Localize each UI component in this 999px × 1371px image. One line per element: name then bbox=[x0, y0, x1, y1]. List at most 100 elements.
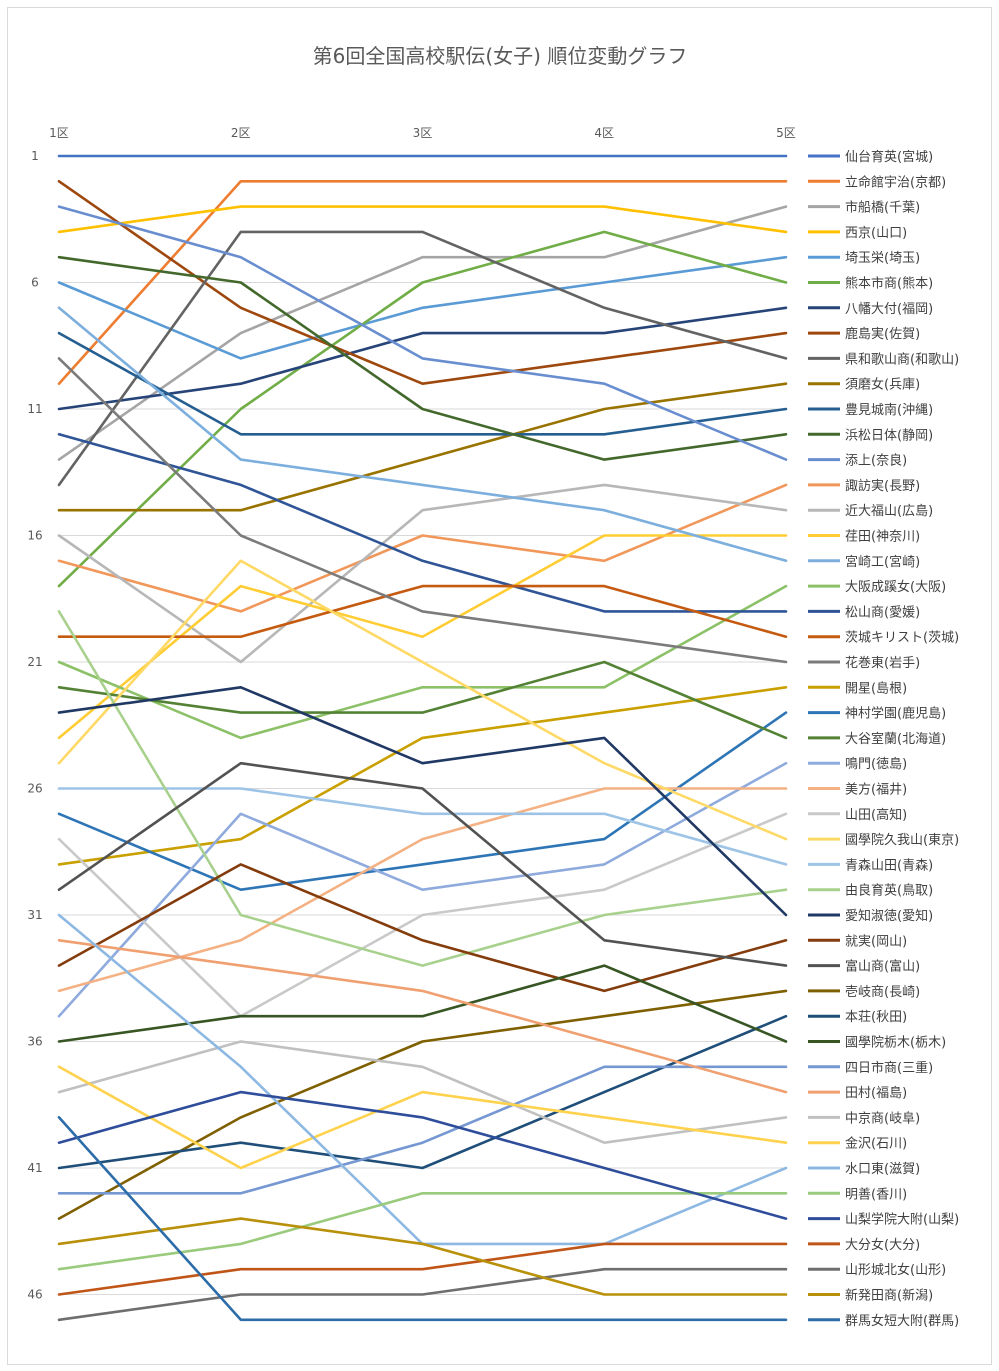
legend-item: 須磨女(兵庫) bbox=[808, 377, 920, 393]
legend-item: 立命館宇治(京都) bbox=[808, 174, 946, 190]
series-line bbox=[57, 610, 788, 967]
x-axis-ticks: 1区 2区 3区 4区 5区 bbox=[49, 126, 796, 140]
chart-title: 第6回全国高校駅伝(女子) 順位変動グラフ bbox=[313, 44, 688, 68]
legend-label: 明善(香川) bbox=[845, 1186, 907, 1202]
series-line bbox=[57, 205, 788, 461]
series-line bbox=[57, 761, 788, 967]
legend-label: 中京商(岐阜) bbox=[845, 1110, 920, 1126]
series-line bbox=[57, 306, 788, 563]
series-line bbox=[57, 584, 788, 639]
y-tick-label: 6 bbox=[31, 276, 39, 290]
legend-item: 鹿島実(佐賀) bbox=[808, 326, 920, 342]
legend-item: 青森山田(青森) bbox=[808, 858, 933, 873]
legend-label: 神村学園(鹿児島) bbox=[845, 706, 946, 722]
series-line bbox=[57, 255, 788, 360]
legend-item: 神村学園(鹿児島) bbox=[808, 706, 946, 722]
series-line bbox=[57, 1116, 788, 1322]
series-line bbox=[57, 255, 788, 461]
legend-item: 愛知淑徳(愛知) bbox=[808, 908, 933, 924]
series-line bbox=[57, 205, 788, 461]
y-tick-label: 21 bbox=[27, 655, 42, 669]
legend-label: 開星(島根) bbox=[845, 681, 907, 696]
series-line bbox=[57, 331, 788, 436]
x-tick-label: 1区 bbox=[49, 126, 69, 140]
legend-label: 就実(岡山) bbox=[845, 933, 907, 949]
legend-label: 鹿島実(佐賀) bbox=[845, 326, 920, 342]
legend-item: 中京商(岐阜) bbox=[808, 1110, 920, 1126]
legend-item: 壱岐商(長崎) bbox=[808, 985, 920, 1000]
series-line bbox=[57, 180, 788, 386]
legend-label: 國學院久我山(東京) bbox=[845, 832, 959, 848]
legend-item: 県和歌山商(和歌山) bbox=[808, 352, 959, 367]
legend-item: 國學院栃木(栃木) bbox=[808, 1036, 946, 1051]
series-line bbox=[57, 685, 788, 917]
legend-item: 金沢(石川) bbox=[808, 1136, 907, 1152]
series-line bbox=[57, 1267, 788, 1322]
series-line bbox=[57, 1065, 788, 1170]
legend-item: 美方(福井) bbox=[808, 782, 907, 798]
legend-item: 山形城北女(山形) bbox=[808, 1262, 946, 1278]
legend-item: 田村(福島) bbox=[808, 1086, 907, 1101]
legend-item: 西京(山口) bbox=[808, 226, 907, 241]
y-tick-label: 26 bbox=[27, 782, 42, 796]
series-line bbox=[57, 1090, 788, 1220]
legend-item: 豊見城南(沖縄) bbox=[808, 402, 933, 418]
series-line bbox=[57, 660, 788, 740]
legend-item: 熊本市商(熊本) bbox=[808, 276, 933, 292]
legend-item: 仙台育英(宮城) bbox=[808, 149, 933, 165]
legend-item: 浜松日体(静岡) bbox=[808, 428, 933, 443]
legend: 仙台育英(宮城) 立命館宇治(京都) 市船橋(千葉) 西京(山口) 埼玉栄(埼玉) 熊本市… bbox=[808, 149, 959, 1329]
legend-label: 八幡大付(福岡) bbox=[845, 302, 933, 317]
series-line bbox=[57, 382, 788, 512]
legend-label: 水口東(滋賀) bbox=[845, 1161, 920, 1177]
y-tick-label: 46 bbox=[27, 1288, 42, 1302]
series-line bbox=[57, 357, 788, 664]
series-line bbox=[57, 964, 788, 1043]
series-line bbox=[57, 483, 788, 613]
series-line bbox=[57, 559, 788, 841]
series-line bbox=[57, 483, 788, 664]
legend-item: 四日市商(三重) bbox=[808, 1060, 933, 1076]
legend-label: 大阪成蹊女(大阪) bbox=[845, 579, 946, 595]
x-tick-label: 3区 bbox=[413, 126, 433, 140]
legend-label: 添上(奈良) bbox=[845, 453, 907, 469]
legend-label: 近大福山(広島) bbox=[845, 504, 933, 519]
series-line bbox=[57, 180, 788, 386]
series-line bbox=[57, 787, 788, 866]
legend-label: 山田(高知) bbox=[845, 807, 907, 823]
legend-label: 富山商(富山) bbox=[845, 959, 920, 975]
legend-item: 宮崎工(宮崎) bbox=[808, 554, 920, 570]
legend-label: 市船橋(千葉) bbox=[845, 200, 920, 216]
legend-label: 美方(福井) bbox=[845, 782, 907, 798]
legend-item: 埼玉栄(埼玉) bbox=[808, 251, 920, 266]
legend-item: 添上(奈良) bbox=[808, 453, 907, 469]
legend-item: 富山商(富山) bbox=[808, 959, 920, 975]
legend-label: 四日市商(三重) bbox=[845, 1060, 933, 1076]
series-line bbox=[57, 584, 788, 740]
series-line bbox=[57, 230, 788, 487]
series-line bbox=[57, 432, 788, 613]
legend-label: 壱岐商(長崎) bbox=[845, 985, 920, 1000]
y-tick-label: 41 bbox=[27, 1161, 42, 1175]
legend-item: 新発田商(新潟) bbox=[808, 1288, 933, 1304]
y-tick-label: 16 bbox=[27, 529, 42, 543]
legend-item: 花巻東(岩手) bbox=[808, 655, 920, 671]
series-line bbox=[57, 1040, 788, 1144]
legend-item: 就実(岡山) bbox=[808, 933, 907, 949]
legend-item: 開星(島根) bbox=[808, 681, 907, 696]
y-tick-label: 36 bbox=[27, 1035, 42, 1049]
legend-label: 山梨学院大附(山梨) bbox=[845, 1212, 959, 1228]
series-line bbox=[57, 1192, 788, 1271]
legend-label: 浜松日体(静岡) bbox=[845, 428, 933, 443]
legend-label: 新発田商(新潟) bbox=[845, 1288, 933, 1304]
legend-item: 八幡大付(福岡) bbox=[808, 302, 933, 317]
legend-label: 花巻東(岩手) bbox=[845, 655, 920, 671]
x-tick-label: 4区 bbox=[594, 126, 614, 140]
legend-item: 荏田(神奈川) bbox=[808, 530, 920, 545]
legend-label: 大谷室蘭(北海道) bbox=[845, 731, 946, 747]
legend-label: 金沢(石川) bbox=[845, 1136, 907, 1152]
legend-label: 諏訪実(長野) bbox=[845, 478, 920, 494]
legend-item: 本荘(秋田) bbox=[808, 1010, 907, 1025]
legend-item: 大阪成蹊女(大阪) bbox=[808, 579, 946, 595]
